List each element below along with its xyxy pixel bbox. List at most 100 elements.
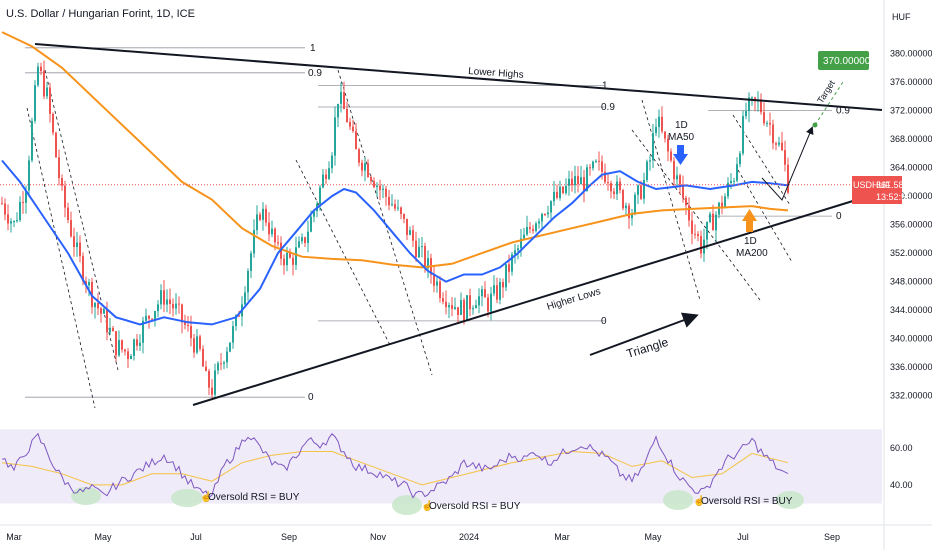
time-tick-label: Sep (281, 532, 297, 542)
price-tick-label: 376.000000 (890, 77, 932, 87)
candle-body (775, 143, 777, 145)
candle-body (127, 351, 129, 360)
candle-body (115, 331, 117, 356)
candle-body (439, 281, 441, 299)
candle-body (157, 304, 159, 312)
candle-body (706, 221, 708, 240)
candle-body (667, 138, 669, 152)
candle-body (145, 315, 147, 321)
candle-body (181, 304, 183, 323)
candle-body (244, 292, 246, 305)
candle-body (520, 238, 522, 249)
candle-body (415, 240, 417, 257)
price-tick-label: 368.000000 (890, 134, 932, 144)
channel-line (732, 114, 791, 206)
candle-body (553, 191, 555, 202)
candle-body (622, 190, 624, 209)
rsi-note: Oversold RSI = BUY (208, 492, 300, 503)
rsi-tick-label: 60.00 (890, 443, 913, 453)
candle-body (202, 348, 204, 367)
candle-body (709, 213, 711, 222)
time-tick-label: Jul (737, 532, 749, 542)
candle-body (571, 178, 573, 186)
candle-body (727, 182, 729, 197)
candle-body (121, 340, 123, 350)
candle-body (58, 157, 60, 179)
time-axis[interactable]: Mar May Jul Sep Nov 2024 Mar May Jul Sep (6, 532, 840, 542)
target-point (812, 122, 818, 128)
price-axis[interactable]: 332.000000 336.000000 340.000000 344.000000… (883, 0, 932, 550)
candle-body (190, 325, 192, 339)
candle-body (358, 149, 360, 163)
candle-body (604, 171, 606, 183)
candle-body (742, 116, 744, 154)
finger-icon: ☝ (200, 490, 212, 503)
rsi-axis[interactable]: 60.00 40.00 (890, 443, 913, 490)
candle-body (532, 228, 534, 231)
candle-body (373, 181, 375, 188)
candle-body (274, 228, 276, 243)
candle-body (625, 205, 627, 209)
candle-body (577, 176, 579, 185)
rsi-band (0, 429, 882, 504)
candle-body (466, 295, 468, 322)
oversold-ellipse (663, 490, 693, 510)
higher-lows-trendline (192, 191, 883, 406)
ma50-label-line1: 1D (675, 120, 688, 131)
candle-body (97, 303, 99, 309)
candle-body (31, 120, 33, 161)
candle-body (529, 227, 531, 229)
candle-body (214, 370, 216, 395)
candle-body (133, 339, 135, 356)
candle-body (223, 362, 225, 364)
channel-line (26, 107, 96, 409)
candle-body (271, 228, 273, 235)
candle-body (496, 285, 498, 300)
ma200-label-line1: 1D (744, 236, 757, 247)
ma50-line (1, 159, 789, 326)
candle-body (691, 220, 693, 234)
candle-body (28, 160, 30, 191)
candle-body (472, 308, 474, 310)
candle-body (733, 180, 735, 182)
candle-body (658, 116, 660, 127)
candle-body (787, 164, 789, 193)
candle-body (718, 202, 720, 215)
price-tick-label: 340.000000 (890, 334, 932, 344)
candle-body (541, 214, 543, 222)
candle-body (445, 301, 447, 308)
rsi-note: Oversold RSI = BUY (701, 496, 793, 507)
candle-body (481, 289, 483, 297)
lower-highs-label: Lower Highs (468, 66, 524, 81)
candle-body (10, 221, 12, 224)
candle-body (187, 325, 189, 326)
candle-body (394, 204, 396, 209)
candle-body (460, 300, 462, 315)
candle-body (352, 126, 354, 132)
candle-body (382, 188, 384, 190)
candle-body (562, 186, 564, 193)
candle-body (277, 242, 279, 244)
candle-body (331, 155, 333, 169)
candle-body (313, 211, 315, 217)
oversold-ellipse (171, 489, 203, 507)
last-price-tag (852, 176, 902, 204)
candle-body (574, 176, 576, 186)
candle-body (598, 160, 600, 162)
candle-body (13, 221, 15, 222)
candle-body (664, 131, 666, 139)
candle-body (49, 87, 51, 114)
candle-body (607, 182, 609, 184)
candle-body (283, 258, 285, 266)
candle-body (319, 187, 321, 204)
higher-lows-label: Higher Lows (546, 286, 602, 313)
candle-body (688, 205, 690, 221)
candle-body (235, 315, 237, 326)
candle-body (769, 122, 771, 125)
finger-icon: ☝ (421, 499, 433, 512)
candle-body (463, 300, 465, 322)
candle-body (247, 270, 249, 293)
candle-body (199, 336, 201, 349)
rsi-ellipses (71, 487, 804, 515)
